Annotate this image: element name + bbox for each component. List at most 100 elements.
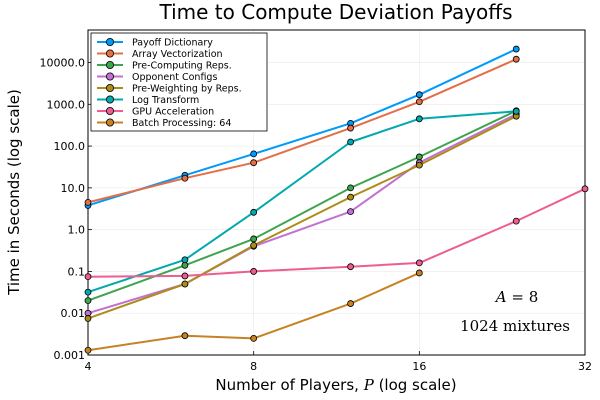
data-point [415,98,423,106]
legend-box [90,32,268,132]
x-axis-variable: P [363,376,375,394]
legend-label: GPU Acceleration [132,107,214,118]
y-tick-label: 10.0 [61,182,86,195]
data-point [181,272,189,280]
legend-marker [106,49,115,58]
data-point [512,217,520,225]
data-point [250,235,258,243]
annotation-agents-eq: = [507,288,529,306]
x-tick-label: 4 [85,360,92,373]
x-tick-label: 32 [578,360,592,373]
legend-label: Batch Processing: 64 [132,118,231,129]
series-pre-weighting-by-reps [84,112,520,322]
legend-label: Pre-Computing Reps. [132,61,232,72]
series-line [87,110,517,294]
data-point [415,161,423,169]
legend-entry: Batch Processing: 64 [97,118,231,129]
legend-entry: Pre-Weighting by Reps. [97,84,242,95]
y-tick-label: 0.001 [54,349,86,362]
legend-marker [106,95,115,104]
data-point [347,300,354,307]
y-tick-label: 1.0 [68,224,86,237]
y-tick-label: 0.1 [68,265,86,278]
data-point [347,124,354,132]
legend-entry: Opponent Configs [97,72,217,83]
series-gpu-acceleration [84,185,589,281]
data-point [84,346,92,354]
x-axis-label-text: Number of Players, [215,376,363,394]
y-tick-label: 10000.0 [40,57,86,70]
legend-marker [106,38,115,47]
legend-label: Log Transform [132,95,199,106]
annotation-agents-lhs: A [494,288,507,306]
x-axis-label-suffix: (log scale) [374,376,457,394]
data-point [415,269,423,277]
series-line [87,48,517,207]
annotation-agents: A = 8 [494,288,539,306]
data-point [84,273,92,281]
y-tick-label: 0.01 [61,307,86,320]
data-point [347,193,354,201]
data-point [415,259,423,267]
legend-entry: Payoff Dictionary [97,38,213,49]
data-point [250,241,258,249]
data-point [415,115,423,123]
annotation-mixtures: 1024 mixtures [460,317,570,335]
data-point [250,334,258,342]
data-point [250,150,258,158]
data-point [512,45,520,53]
data-point [581,185,589,193]
y-axis-label: Time in Seconds (log scale) [5,89,23,296]
data-point [250,268,258,275]
legend-entry: Log Transform [97,95,199,106]
legend-label: Payoff Dictionary [132,38,213,49]
x-tick-label: 16 [412,360,426,373]
plot-frame [87,29,586,356]
data-point [250,208,258,216]
legend-marker [106,72,115,81]
series-line [87,187,586,278]
data-point [415,91,423,99]
y-tick-label: 100.0 [54,140,86,153]
legend-label: Opponent Configs [132,72,217,83]
series-line [87,115,517,320]
data-point [181,280,189,288]
data-point [347,263,354,271]
series-line [87,109,517,302]
data-point [250,159,258,167]
data-point [84,198,92,206]
data-point [347,138,354,146]
legend-label: Array Vectorization [132,49,223,60]
legend-entry: Pre-Computing Reps. [97,61,232,72]
chart-title: Time to Compute Deviation Payoffs [158,0,512,24]
series-batch-processing-64 [84,269,423,354]
y-tick-label: 1000.0 [47,98,86,111]
data-point [347,208,354,216]
data-point [181,174,189,182]
series-line [87,58,517,204]
data-point [181,256,189,264]
series-array-vectorization [84,55,520,206]
legend-marker [106,118,115,127]
data-point [181,332,189,340]
data-point [84,297,92,305]
data-point [84,315,92,322]
axis-ticks: 4 8 16 32 0.001 0.01 0.1 1.0 10.0 100.0 1000.0 1000… [40,57,593,373]
legend-entry: Array Vectorization [97,49,223,60]
legend-marker [106,107,115,116]
series-lines [84,45,589,354]
legend-marker [106,84,115,93]
legend-entry: GPU Acceleration [97,107,214,118]
data-point [347,184,354,192]
data-point [415,153,423,161]
x-tick-label: 8 [250,360,257,373]
data-point [181,261,189,269]
data-point [84,288,92,296]
series-log-transform [84,107,520,296]
series-pre-computing-reps [84,107,520,305]
data-point [512,107,520,115]
legend-marker [106,61,115,70]
x-axis-label: Number of Players, P (log scale) [215,376,456,394]
